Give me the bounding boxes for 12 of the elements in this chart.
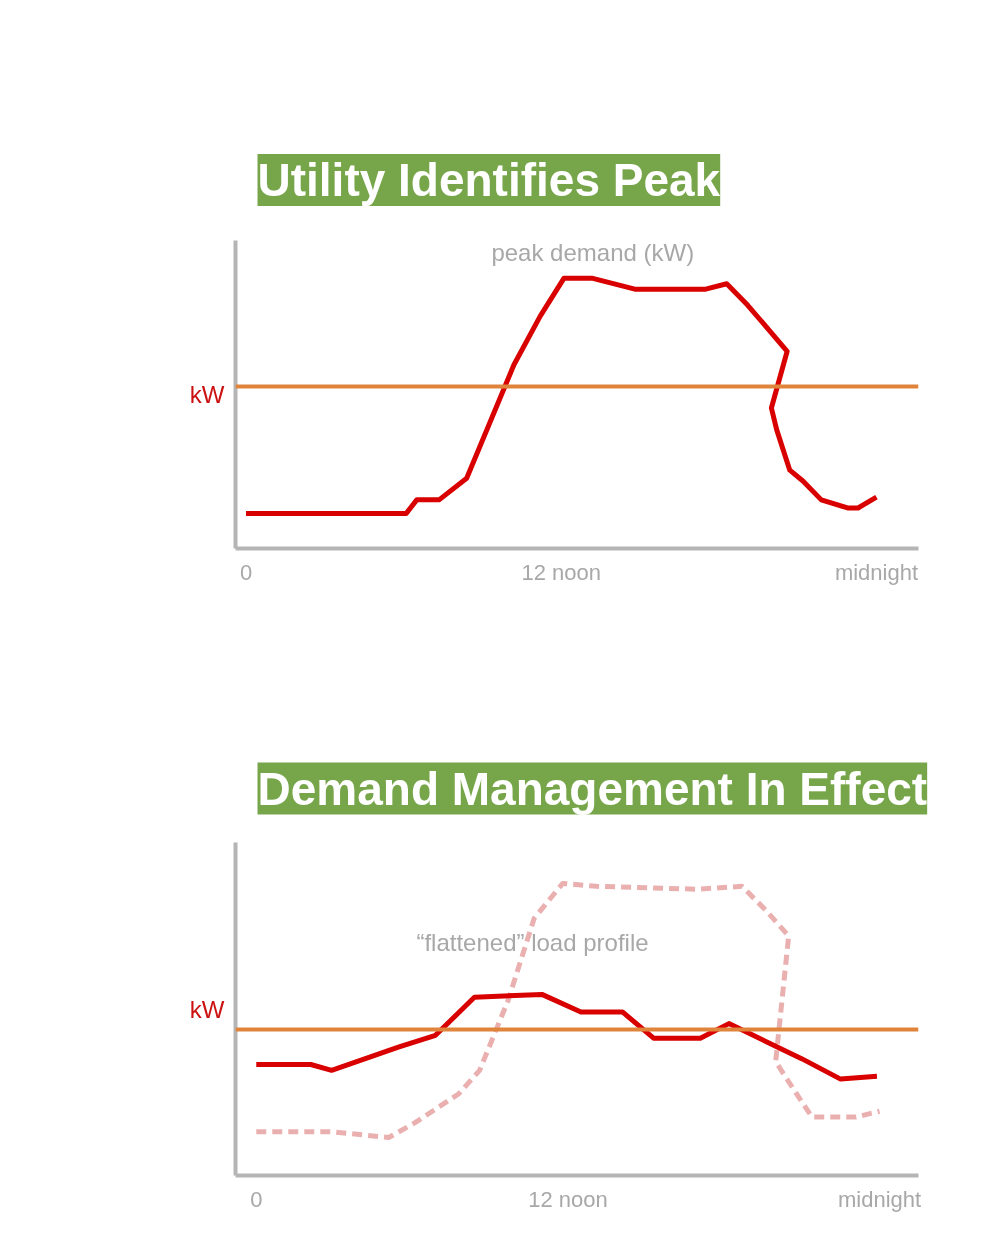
x-tick-label: 12 noon: [528, 1186, 608, 1212]
annotation: peak demand (kW): [491, 239, 695, 267]
x-tick-label: 0: [250, 1186, 263, 1212]
chart-title: Demand Management In Effect: [257, 762, 928, 815]
annotation: “flattened” load profile: [416, 929, 649, 956]
x-tick-label: 0: [239, 559, 253, 585]
x-tick-label: midnight: [834, 559, 919, 585]
chart-title: Utility Identifies Peak: [257, 154, 721, 206]
x-tick-label: 12 noon: [521, 559, 602, 585]
y-axis-title: kW: [189, 995, 225, 1023]
y-axis-title: kW: [189, 381, 225, 408]
x-tick-label: midnight: [837, 1186, 922, 1212]
